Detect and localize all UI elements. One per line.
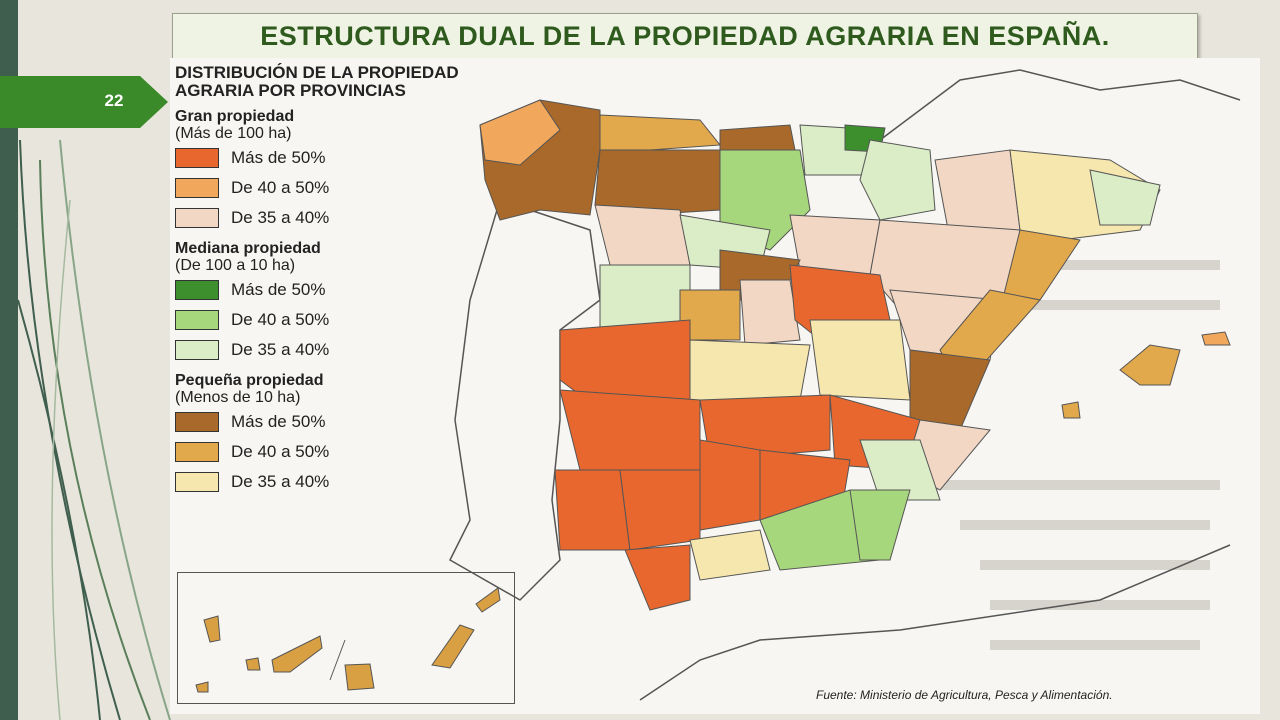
slide-number-tab (0, 76, 168, 128)
legend-swatch (175, 339, 219, 360)
canary-islands (195, 587, 501, 693)
legend-swatch (175, 441, 219, 462)
legend-title-line2: AGRARIA POR PROVINCIAS (175, 81, 406, 100)
inset-divider (329, 639, 346, 681)
legend-item: De 40 a 50% (175, 305, 495, 334)
murcia-region (859, 439, 941, 501)
legend-swatch (175, 279, 219, 300)
salamanca-region (599, 264, 691, 331)
menorca-island (1201, 331, 1231, 346)
cordoba-region (699, 439, 761, 531)
legend-swatch (175, 309, 219, 330)
badajoz-region (559, 389, 701, 471)
legend-item: Más de 50% (175, 143, 495, 172)
gomera-island (245, 657, 261, 671)
coruna-region (479, 99, 561, 166)
france-outline (879, 69, 1241, 141)
legend-group-heading: Mediana propiedad (175, 240, 321, 257)
legend-label: Más de 50% (231, 279, 326, 299)
legend-label: De 35 a 40% (231, 339, 330, 359)
left-accent-bar (0, 0, 18, 720)
legend-group-subheading: (Menos de 10 ha) (175, 389, 301, 406)
legend-swatch (175, 177, 219, 198)
legend-item: De 40 a 50% (175, 437, 495, 466)
ciudad-real-region (699, 394, 831, 461)
mallorca-island (1119, 344, 1181, 386)
map-legend: DISTRIBUCIÓN DE LA PROPIEDAD AGRARIA POR… (175, 64, 495, 496)
legend-swatch (175, 147, 219, 168)
africa-outline (639, 544, 1231, 701)
canary-inset-frame (177, 572, 515, 704)
legend-label: De 40 a 50% (231, 177, 330, 197)
legend-swatch (175, 471, 219, 492)
girona-region (1089, 169, 1161, 226)
cadiz-region (624, 544, 691, 611)
legend-group-subheading: (De 100 a 10 ha) (175, 257, 296, 274)
legend-item: De 35 a 40% (175, 467, 495, 496)
legend-title-line1: DISTRIBUCIÓN DE LA PROPIEDAD (175, 63, 459, 82)
decorative-curves (17, 139, 171, 720)
legend-item: De 40 a 50% (175, 173, 495, 202)
toledo-region (689, 339, 811, 401)
slide-number: 22 (104, 91, 124, 110)
ibiza-island (1061, 401, 1081, 419)
legend-item: De 35 a 40% (175, 335, 495, 364)
navarra-region (859, 139, 936, 221)
gran-canaria-island (344, 663, 375, 691)
sevilla-region (619, 469, 701, 551)
huelva-region (554, 469, 631, 551)
legend-label: De 35 a 40% (231, 471, 330, 491)
legend-swatch (175, 207, 219, 228)
madrid-region (739, 279, 801, 346)
legend-group-heading: Gran propiedad (175, 108, 295, 125)
map-source: Fuente: Ministerio de Agricultura, Pesca… (816, 688, 1113, 702)
zamora-region (594, 204, 691, 266)
valencia-region (909, 349, 991, 431)
leon-region (594, 149, 721, 216)
legend-label: De 35 a 40% (231, 207, 330, 227)
legend-label: De 40 a 50% (231, 309, 330, 329)
legend-label: Más de 50% (231, 411, 326, 431)
malaga-region (689, 529, 771, 581)
lanzarote-island (475, 587, 501, 613)
legend-item: De 35 a 40% (175, 203, 495, 232)
fuerteventura-island (431, 624, 475, 669)
la-palma-island (203, 615, 221, 643)
legend-group-heading: Pequeña propiedad (175, 372, 324, 389)
legend-group-subheading: (Más de 100 ha) (175, 125, 292, 142)
cuenca-region (809, 319, 911, 401)
tenerife-island (271, 635, 323, 673)
almeria-region (849, 489, 911, 561)
asturias-region (599, 114, 721, 151)
slide-title-box: ESTRUCTURA DUAL DE LA PROPIEDAD AGRARIA … (172, 13, 1198, 59)
legend-item: Más de 50% (175, 275, 495, 304)
legend-label: Más de 50% (231, 147, 326, 167)
legend-item: Más de 50% (175, 407, 495, 436)
legend-swatch (175, 411, 219, 432)
legend-label: De 40 a 50% (231, 441, 330, 461)
cantabria-region (719, 124, 796, 151)
hierro-island (195, 681, 209, 693)
slide-title: ESTRUCTURA DUAL DE LA PROPIEDAD AGRARIA … (260, 20, 1110, 51)
